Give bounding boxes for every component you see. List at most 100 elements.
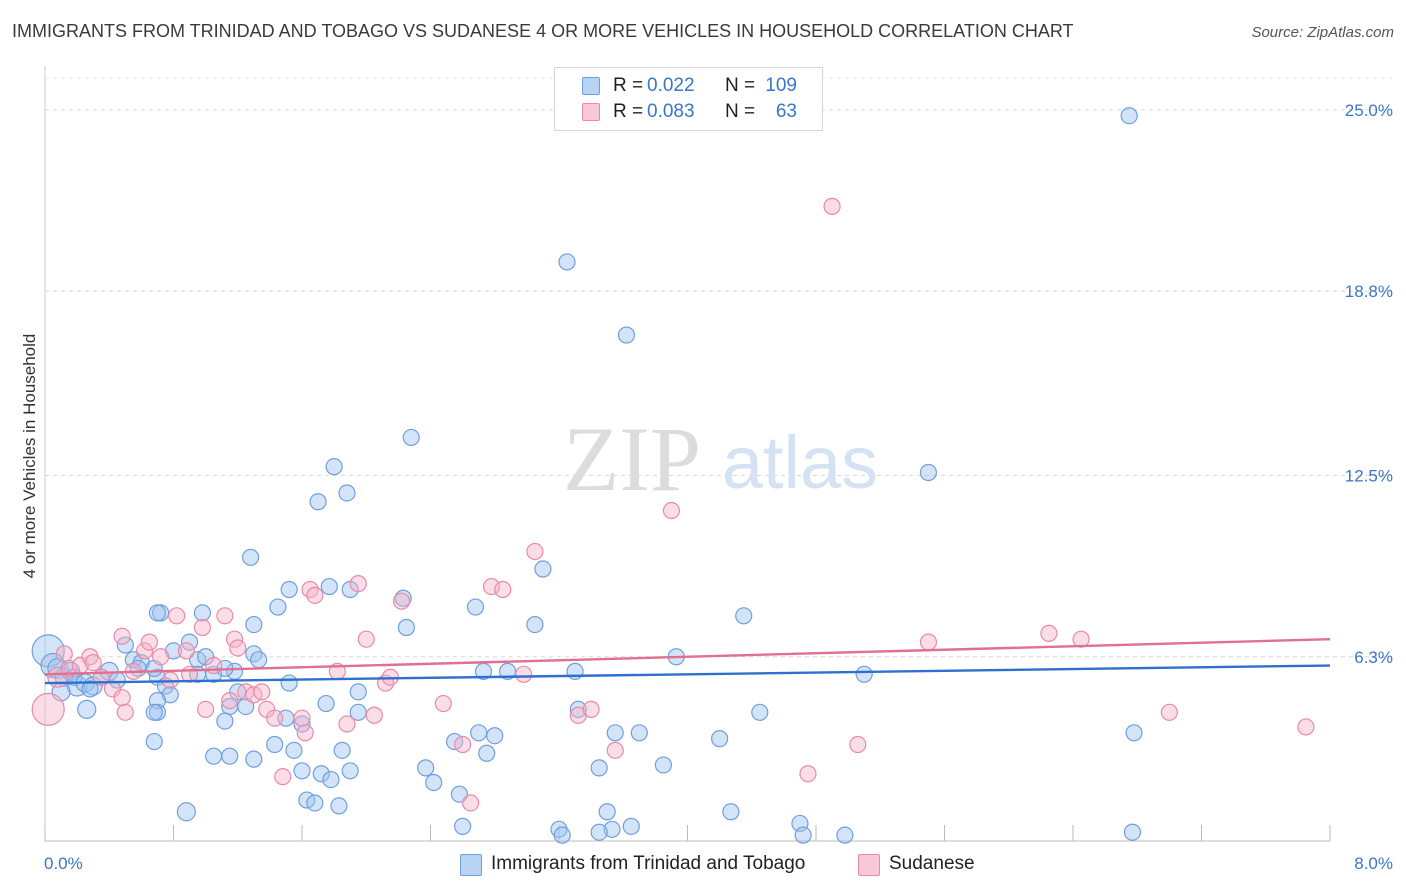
x-tick-label: 8.0% <box>1354 854 1393 873</box>
sudanese-point <box>454 735 472 754</box>
trinidad-point <box>603 820 621 838</box>
grid-lines <box>45 77 1392 658</box>
axes <box>44 66 1331 842</box>
sudanese-point <box>392 592 411 610</box>
trinidad-point <box>338 484 356 502</box>
x-tick-label: 0.0% <box>44 854 83 873</box>
y-tick-label: 25.0% <box>1345 101 1393 120</box>
trinidad-point <box>145 703 163 721</box>
trinidad-point <box>794 826 812 844</box>
sudanese-point <box>225 630 244 648</box>
sudanese-point <box>849 735 867 754</box>
watermark-atlas: atlas <box>722 421 878 504</box>
sudanese-point <box>582 700 600 718</box>
sudanese-point <box>515 665 533 683</box>
sudanese-point <box>113 627 131 645</box>
sudanese-point <box>349 575 367 593</box>
sudanese-point <box>274 768 292 786</box>
n-label: N = <box>725 101 756 122</box>
trinidad-point <box>397 618 416 637</box>
trinidad-point <box>598 803 616 821</box>
sudanese-point <box>140 633 159 651</box>
trinidad-point <box>402 428 420 447</box>
pink-swatch-icon <box>858 854 880 876</box>
sudanese-point <box>168 607 186 625</box>
trinidad-point <box>269 598 287 616</box>
trinidad-point <box>221 747 239 765</box>
sudanese-point <box>434 694 452 713</box>
legend-label: Sudanese <box>889 853 975 874</box>
r-value: 0.083 <box>647 101 695 122</box>
trinidad-point <box>349 683 367 701</box>
sudanese-point <box>253 683 271 701</box>
trinidad-point <box>205 747 223 765</box>
trinidad-point <box>193 604 212 622</box>
stats-row-pink: R = 0.083 N = 63 <box>555 101 822 125</box>
sudanese-point <box>152 648 170 666</box>
tick-labels: 6.3% 12.5% 18.8% 25.0% 0.0% 8.0% <box>44 101 1393 873</box>
trinidad-point <box>569 700 587 718</box>
trinidad-point <box>77 699 97 719</box>
trinidad-point <box>470 724 488 742</box>
trinidad-point <box>622 817 640 835</box>
sudanese-point <box>197 700 215 718</box>
stats-box: R = 0.022 N = 109 R = 0.083 N = 63 <box>554 67 823 131</box>
sudanese-trend-line <box>44 638 1331 676</box>
y-tick-label: 12.5% <box>1345 466 1393 485</box>
trinidad-point <box>320 577 338 596</box>
trinidad-point <box>309 493 327 511</box>
sudanese-point <box>55 645 73 663</box>
trinidad-point <box>280 580 298 599</box>
data-points <box>31 107 1315 844</box>
chart-legend: Immigrants from Trinidad and Tobago Suda… <box>0 850 1406 878</box>
sudanese-point <box>293 709 311 727</box>
trinidad-point <box>606 724 624 742</box>
trinidad-point <box>1123 823 1142 841</box>
trinidad-point <box>145 732 163 751</box>
trinidad-point <box>617 326 636 344</box>
sudanese-point <box>193 618 212 637</box>
trinidad-point <box>242 548 260 566</box>
sudanese-point <box>84 654 102 672</box>
trinidad-point <box>526 615 544 634</box>
y-tick-label: 6.3% <box>1354 648 1393 667</box>
trinidad-point <box>466 598 485 616</box>
sudanese-point <box>116 703 134 721</box>
sudanese-point <box>365 706 383 724</box>
trinidad-point <box>417 759 435 777</box>
n-value: 63 <box>775 101 797 122</box>
r-value: 0.022 <box>647 75 695 96</box>
trinidad-point <box>180 633 199 651</box>
trinidad-point <box>306 794 324 812</box>
sudanese-point <box>462 794 480 812</box>
sudanese-point <box>216 607 234 625</box>
n-label: N = <box>725 75 756 96</box>
sudanese-point <box>357 630 375 648</box>
trinidad-point <box>216 712 234 730</box>
trinidad-point <box>425 773 443 792</box>
trinidad-point <box>176 802 196 822</box>
trinidad-point <box>237 697 255 716</box>
trinidad-point <box>322 770 340 789</box>
watermark-zip: ZIP <box>563 408 701 510</box>
sudanese-point <box>266 709 284 727</box>
sudanese-point <box>113 689 131 707</box>
blue-swatch-icon <box>582 77 600 95</box>
sudanese-point <box>606 741 624 759</box>
sudanese-point <box>205 656 223 675</box>
sudanese-point <box>1072 630 1090 648</box>
trinidad-point <box>333 741 351 759</box>
sudanese-point <box>177 642 195 660</box>
trinidad-point <box>293 762 311 780</box>
pink-swatch-icon <box>582 103 600 121</box>
sudanese-point <box>662 501 681 520</box>
trinidad-point <box>245 615 263 634</box>
trinidad-point <box>654 756 673 774</box>
trinidad-point <box>1120 107 1138 125</box>
trinidad-point <box>450 785 469 803</box>
trend-lines <box>44 638 1331 685</box>
stats-row-blue: R = 0.022 N = 109 <box>555 75 822 99</box>
trinidad-point <box>590 823 608 841</box>
trinidad-point <box>245 750 263 768</box>
